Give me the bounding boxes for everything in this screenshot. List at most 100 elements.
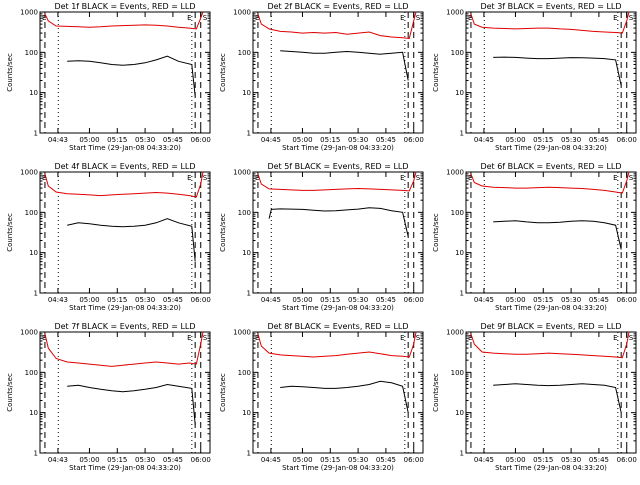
corner-marker-s: S bbox=[629, 174, 634, 182]
y-tick-label: 100 bbox=[25, 209, 38, 217]
y-tick-label: 1 bbox=[460, 290, 464, 298]
y-tick-label: 10 bbox=[242, 249, 251, 257]
x-axis-label: Start Time (29-Jan-08 04:33:20) bbox=[69, 144, 181, 152]
y-tick-label: 100 bbox=[25, 369, 38, 377]
x-tick-label: 04:43 bbox=[48, 456, 68, 464]
panel-title: Det 7f BLACK = Events, RED = LLD bbox=[54, 322, 195, 331]
x-tick-label: 05:15 bbox=[533, 456, 553, 464]
corner-marker-e: E bbox=[400, 14, 404, 22]
x-tick-label: 04:45 bbox=[261, 136, 281, 144]
y-tick-label: 1 bbox=[247, 290, 251, 298]
x-tick-label: 04:43 bbox=[48, 136, 68, 144]
panel-title: Det 6f BLACK = Events, RED = LLD bbox=[480, 162, 621, 171]
x-tick-label: 05:00 bbox=[292, 456, 312, 464]
y-tick-label: 1000 bbox=[446, 329, 464, 337]
x-tick-label: 05:45 bbox=[376, 296, 396, 304]
plot-frame bbox=[39, 331, 211, 454]
x-axis-label: Start Time (29-Jan-08 04:33:20) bbox=[69, 304, 181, 312]
corner-marker-e: E bbox=[42, 14, 46, 22]
y-tick-label: 1000 bbox=[446, 169, 464, 177]
y-tick-label: 10 bbox=[29, 89, 38, 97]
lld-series-line bbox=[470, 331, 630, 359]
x-tick-label: 06:00 bbox=[191, 296, 211, 304]
x-tick-label: 05:15 bbox=[107, 136, 127, 144]
panel-det-6: Det 6f BLACK = Events, RED = LLD 1 10 100 10… bbox=[432, 162, 637, 312]
corner-marker-s: S bbox=[416, 334, 421, 342]
lld-series-line bbox=[44, 171, 204, 198]
x-tick-label: 04:45 bbox=[474, 456, 494, 464]
plot-frame bbox=[252, 11, 424, 134]
corner-marker-s: S bbox=[629, 334, 634, 342]
x-tick-label: 05:30 bbox=[561, 296, 581, 304]
x-tick-label: 05:30 bbox=[348, 296, 368, 304]
lld-series-line bbox=[257, 11, 417, 40]
events-series-line bbox=[280, 380, 409, 413]
lld-series-line bbox=[470, 11, 630, 34]
y-tick-label: 1 bbox=[34, 130, 38, 138]
x-tick-label: 06:00 bbox=[404, 296, 424, 304]
x-axis-label: Start Time (29-Jan-08 04:33:20) bbox=[282, 304, 394, 312]
y-tick-label: 10 bbox=[242, 89, 251, 97]
y-tick-label: 100 bbox=[25, 49, 38, 57]
corner-marker-s: S bbox=[203, 14, 208, 22]
corner-marker-s: S bbox=[629, 14, 634, 22]
events-series-line bbox=[67, 383, 196, 425]
y-tick-label: 1000 bbox=[233, 9, 251, 17]
y-tick-label: 100 bbox=[451, 209, 464, 217]
y-tick-label: 1 bbox=[34, 290, 38, 298]
panel-title: Det 5f BLACK = Events, RED = LLD bbox=[267, 162, 408, 171]
y-tick-label: 100 bbox=[451, 49, 464, 57]
y-tick-label: 1 bbox=[460, 450, 464, 458]
x-tick-label: 05:15 bbox=[533, 136, 553, 144]
y-axis-label: Counts/sec bbox=[6, 53, 14, 92]
x-tick-label: 05:15 bbox=[320, 136, 340, 144]
x-tick-label: 05:00 bbox=[79, 296, 99, 304]
x-tick-label: 05:30 bbox=[135, 456, 155, 464]
plot-frame bbox=[39, 171, 211, 294]
x-tick-label: 05:15 bbox=[107, 456, 127, 464]
y-tick-label: 10 bbox=[455, 249, 464, 257]
y-axis-label: Counts/sec bbox=[432, 373, 440, 412]
x-tick-label: 05:45 bbox=[589, 136, 609, 144]
panel-det-8: Det 8f BLACK = Events, RED = LLD 1 10 100 10… bbox=[219, 322, 424, 472]
x-tick-label: 05:00 bbox=[292, 296, 312, 304]
x-tick-label: 05:45 bbox=[376, 456, 396, 464]
plot-frame bbox=[252, 331, 424, 454]
x-tick-label: 04:45 bbox=[474, 296, 494, 304]
y-tick-label: 10 bbox=[455, 89, 464, 97]
y-tick-label: 1 bbox=[34, 450, 38, 458]
x-tick-label: 04:45 bbox=[261, 296, 281, 304]
corner-marker-e: E bbox=[42, 174, 46, 182]
x-tick-label: 05:30 bbox=[348, 456, 368, 464]
y-tick-label: 1000 bbox=[233, 169, 251, 177]
x-tick-label: 05:00 bbox=[505, 296, 525, 304]
x-tick-label: 05:15 bbox=[533, 296, 553, 304]
corner-marker-e: E bbox=[255, 14, 259, 22]
x-tick-label: 05:15 bbox=[320, 296, 340, 304]
events-series-line bbox=[493, 220, 622, 250]
panel-det-5: Det 5f BLACK = Events, RED = LLD 1 10 100 10… bbox=[219, 162, 424, 312]
y-axis-label: Counts/sec bbox=[432, 213, 440, 252]
x-tick-label: 05:00 bbox=[505, 136, 525, 144]
y-axis-label: Counts/sec bbox=[6, 213, 14, 252]
y-axis-label: Counts/sec bbox=[6, 373, 14, 412]
x-tick-label: 05:15 bbox=[320, 456, 340, 464]
events-series-line bbox=[67, 55, 196, 97]
y-tick-label: 10 bbox=[29, 249, 38, 257]
x-tick-label: 05:45 bbox=[163, 456, 183, 464]
x-tick-label: 05:45 bbox=[589, 456, 609, 464]
x-tick-label: 04:45 bbox=[474, 136, 494, 144]
y-axis-label: Counts/sec bbox=[432, 53, 440, 92]
y-tick-label: 1 bbox=[460, 130, 464, 138]
x-tick-label: 05:30 bbox=[561, 456, 581, 464]
x-tick-label: 05:45 bbox=[163, 136, 183, 144]
lld-series-line bbox=[44, 331, 204, 367]
y-tick-label: 1000 bbox=[233, 329, 251, 337]
corner-marker-e: E bbox=[187, 174, 191, 182]
corner-marker-e: E bbox=[613, 14, 617, 22]
corner-marker-s: S bbox=[203, 334, 208, 342]
y-tick-label: 1 bbox=[247, 450, 251, 458]
panel-det-7: Det 7f BLACK = Events, RED = LLD 1 10 100 10… bbox=[6, 322, 211, 472]
y-tick-label: 1000 bbox=[20, 329, 38, 337]
